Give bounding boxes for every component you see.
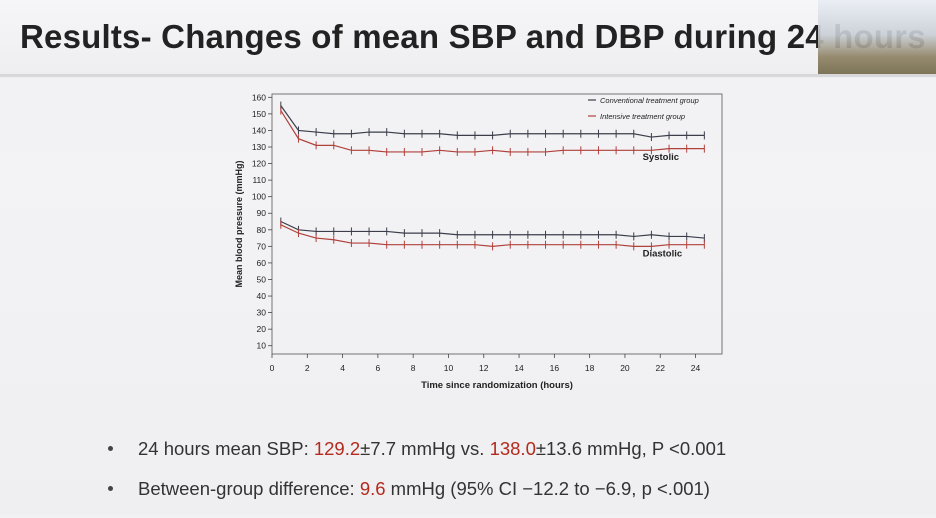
- y-tick-label: 150: [252, 109, 266, 119]
- bullet-dot: [108, 486, 113, 491]
- y-tick-label: 50: [257, 274, 267, 284]
- intensive-value: 129.2: [313, 438, 361, 459]
- x-tick-label: 12: [479, 363, 489, 373]
- difference-value: 9.6: [359, 478, 386, 499]
- x-axis-label: Time since randomization (hours): [421, 380, 573, 391]
- corner-photo: [818, 0, 936, 76]
- x-tick-label: 4: [340, 363, 345, 373]
- y-tick-label: 10: [257, 341, 267, 351]
- x-tick-label: 22: [656, 363, 666, 373]
- chart-container: 10 20 30 40 50 60 70 80 90 100 110 120 130 140 150 160 0…: [230, 86, 740, 396]
- x-tick-label: 2: [305, 363, 310, 373]
- x-tick-label: 24: [691, 363, 701, 373]
- y-tick-label: 90: [257, 208, 267, 218]
- plot-frame: [271, 93, 723, 355]
- bullet-prefix: 24 hours mean SBP:: [138, 438, 314, 459]
- y-tick-label: 60: [257, 258, 267, 268]
- x-tick-label: 14: [514, 363, 524, 373]
- results-bullets: 24 hours mean SBP: 129.2±7.7 mmHg vs. 13…: [108, 438, 908, 518]
- y-tick-label: 80: [257, 225, 267, 235]
- x-tick-label: 0: [270, 363, 275, 373]
- y-tick-label: 20: [257, 324, 267, 334]
- bullet-text: Between-group difference: 9.6 mmHg (95% …: [138, 478, 710, 500]
- x-tick-label: 8: [411, 363, 416, 373]
- page-title: Results- Changes of mean SBP and DBP dur…: [20, 18, 926, 55]
- x-tick-label: 10: [444, 363, 454, 373]
- bullet-suffix: mmHg (95% CI −12.2 to −6.9, p <.001): [385, 478, 710, 499]
- bullet-difference: Between-group difference: 9.6 mmHg (95% …: [108, 478, 908, 504]
- y-tick-label: 100: [252, 192, 266, 202]
- x-tick-label: 16: [550, 363, 560, 373]
- x-tick-label: 6: [376, 363, 381, 373]
- conventional-value: 138.0: [489, 438, 536, 459]
- bullet-suffix: ±13.6 mmHg, P <0.001: [535, 438, 727, 459]
- annotation-label: Diastolic: [643, 248, 683, 259]
- y-tick-label: 40: [257, 291, 267, 301]
- y-tick-label: 110: [252, 175, 266, 185]
- annotation-label: Systolic: [643, 152, 679, 163]
- y-axis-label: Mean blood pressure (mmHg): [234, 160, 244, 287]
- bp-chart: 10 20 30 40 50 60 70 80 90 100 110 120 130 140 150 160 0…: [234, 92, 723, 391]
- legend-label: Intensive treatment group: [600, 112, 685, 121]
- bullet-dot: [108, 446, 113, 451]
- title-bar: Results- Changes of mean SBP and DBP dur…: [0, 0, 936, 78]
- y-tick-label: 140: [252, 125, 266, 135]
- bullet-sbp: 24 hours mean SBP: 129.2±7.7 mmHg vs. 13…: [108, 438, 908, 464]
- bullet-prefix: Between-group difference:: [138, 478, 360, 499]
- title-divider: [0, 74, 936, 77]
- y-tick-label: 160: [252, 92, 266, 102]
- x-tick-label: 20: [620, 363, 630, 373]
- x-tick-label: 18: [585, 363, 595, 373]
- y-tick-label: 130: [252, 142, 266, 152]
- y-tick-label: 70: [257, 241, 267, 251]
- bullet-text: 24 hours mean SBP: 129.2±7.7 mmHg vs. 13…: [138, 438, 726, 460]
- bullet-mid: ±7.7 mmHg vs.: [360, 438, 490, 459]
- y-tick-label: 30: [257, 308, 267, 318]
- legend-label: Conventional treatment group: [600, 96, 699, 105]
- y-tick-label: 120: [252, 159, 266, 169]
